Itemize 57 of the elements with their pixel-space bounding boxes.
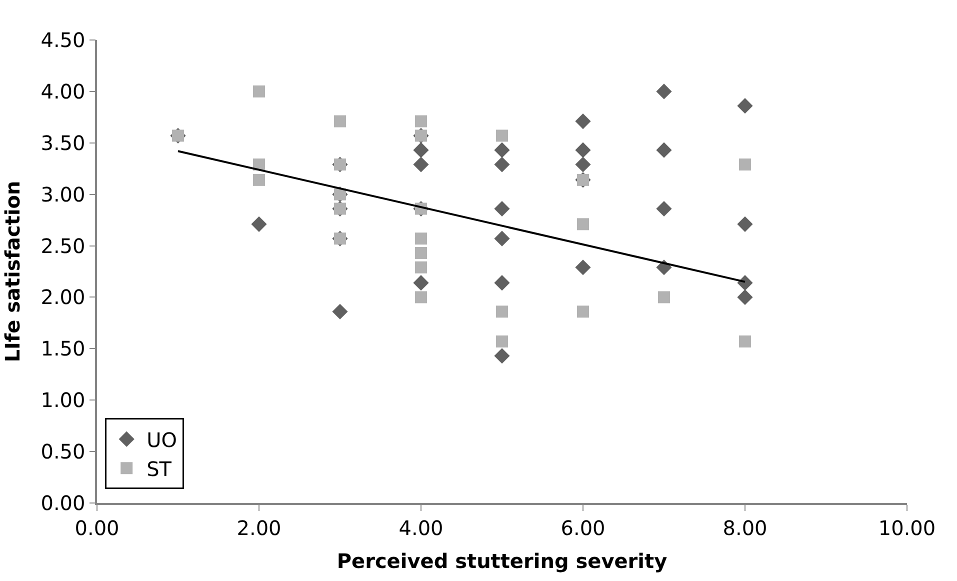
point	[415, 261, 427, 274]
point	[413, 275, 429, 291]
point	[494, 200, 510, 217]
point	[494, 230, 510, 246]
point	[494, 348, 510, 364]
point	[575, 260, 591, 276]
point	[739, 335, 751, 348]
point	[737, 98, 753, 114]
point	[496, 306, 508, 318]
point	[415, 232, 427, 245]
point	[253, 85, 265, 98]
y-tick-label: 3.00	[40, 182, 86, 206]
point	[494, 156, 510, 172]
y-tick-label: 1.50	[40, 336, 86, 361]
point	[575, 142, 591, 158]
point	[496, 335, 508, 348]
y-tick-label: 3.50	[40, 130, 86, 155]
point	[413, 156, 429, 172]
point	[739, 158, 751, 170]
point	[251, 216, 267, 232]
point	[656, 200, 672, 217]
x-axis-title: Perceived stuttering severity	[336, 548, 668, 573]
y-tick-label: 4.50	[40, 28, 86, 52]
x-tick-label: 2.00	[236, 516, 282, 540]
point	[656, 142, 672, 158]
point	[415, 291, 427, 304]
legend-label: ST	[146, 456, 172, 481]
y-tick-label: 0.50	[40, 440, 86, 464]
point	[253, 174, 265, 186]
x-tick-label: 8.00	[722, 516, 768, 540]
point	[494, 142, 510, 158]
y-tick-label: 2.00	[40, 285, 86, 310]
point	[577, 306, 589, 318]
point	[415, 115, 427, 128]
legend-label: UO	[146, 428, 177, 452]
point	[577, 218, 589, 230]
y-tick-label: 1.00	[40, 388, 86, 412]
point	[658, 291, 670, 304]
x-tick-label: 0.00	[74, 516, 120, 540]
y-axis-title: LIfe satisfaction	[0, 180, 25, 362]
point	[575, 113, 591, 130]
point	[575, 156, 591, 172]
point	[737, 289, 753, 306]
point	[737, 216, 753, 232]
x-tick-label: 10.00	[878, 516, 936, 540]
y-tick-label: 4.00	[40, 79, 86, 104]
y-tick-label: 0.00	[40, 491, 86, 515]
point	[415, 246, 427, 259]
point	[334, 115, 346, 128]
x-tick-label: 6.00	[560, 516, 606, 540]
y-tick-label: 2.50	[40, 234, 86, 258]
point	[413, 142, 429, 158]
x-tick-label: 4.00	[398, 516, 444, 540]
point	[494, 275, 510, 291]
point	[496, 130, 508, 142]
point	[332, 304, 348, 320]
point	[656, 84, 672, 100]
